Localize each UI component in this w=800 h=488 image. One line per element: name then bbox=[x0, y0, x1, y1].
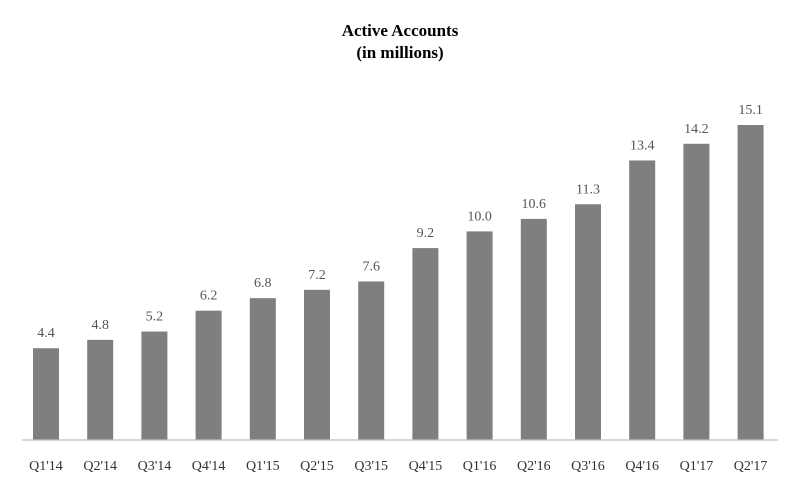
data-label: 9.2 bbox=[417, 226, 435, 241]
x-tick-label: Q1'15 bbox=[246, 459, 280, 474]
data-label: 15.1 bbox=[738, 103, 763, 118]
data-label: 6.8 bbox=[254, 276, 272, 291]
data-label: 10.0 bbox=[467, 209, 492, 224]
x-tick-label: Q1'17 bbox=[680, 459, 714, 474]
bars-group bbox=[33, 125, 764, 441]
data-label: 14.2 bbox=[684, 122, 709, 137]
data-label: 11.3 bbox=[576, 182, 600, 197]
data-label: 10.6 bbox=[522, 197, 547, 212]
bar bbox=[358, 281, 385, 440]
x-tick-labels-group: Q1'14 Q2'14 Q3'14 Q4'14 Q1'15 Q2'15 Q3'15 Q4'15… bbox=[29, 459, 767, 474]
bar bbox=[737, 125, 764, 440]
x-tick-label: Q1'16 bbox=[463, 459, 497, 474]
chart-title: Active Accounts bbox=[341, 21, 459, 40]
x-tick-label: Q4'16 bbox=[625, 459, 659, 474]
bar bbox=[33, 348, 59, 440]
data-label: 13.4 bbox=[630, 138, 655, 153]
x-tick-label: Q2'16 bbox=[517, 459, 551, 474]
x-tick-label: Q1'14 bbox=[29, 459, 63, 474]
x-tick-label: Q3'14 bbox=[138, 459, 172, 474]
x-tick-label: Q2'15 bbox=[300, 459, 334, 474]
data-label: 4.4 bbox=[37, 326, 55, 341]
data-label: 5.2 bbox=[146, 310, 164, 325]
chart-subtitle: (in millions) bbox=[356, 43, 444, 62]
x-tick-label: Q3'15 bbox=[354, 459, 388, 474]
x-tick-label: Q4'15 bbox=[409, 459, 443, 474]
bar bbox=[412, 248, 439, 440]
bar bbox=[249, 298, 276, 440]
bar bbox=[575, 204, 601, 440]
bar bbox=[683, 143, 710, 440]
bar bbox=[466, 231, 493, 440]
data-label: 4.8 bbox=[91, 318, 109, 333]
bar bbox=[141, 331, 168, 440]
x-tick-label: Q3'16 bbox=[571, 459, 605, 474]
data-label: 7.6 bbox=[362, 259, 380, 274]
data-label: 7.2 bbox=[308, 268, 326, 283]
bar bbox=[629, 160, 656, 441]
x-tick-label: Q4'14 bbox=[192, 459, 226, 474]
bar bbox=[520, 218, 547, 440]
bar bbox=[195, 310, 222, 440]
value-labels-group: 4.4 4.8 5.2 6.2 6.8 7.2 7.6 9.2 10.0 10.6 11.3 13.4… bbox=[37, 103, 763, 341]
chart-title-block: Active Accounts (in millions) bbox=[0, 20, 800, 64]
x-tick-label: Q2'14 bbox=[83, 459, 117, 474]
bar bbox=[87, 339, 114, 440]
x-tick-label: Q2'17 bbox=[734, 459, 768, 474]
bar bbox=[304, 289, 330, 440]
data-label: 6.2 bbox=[200, 289, 218, 304]
